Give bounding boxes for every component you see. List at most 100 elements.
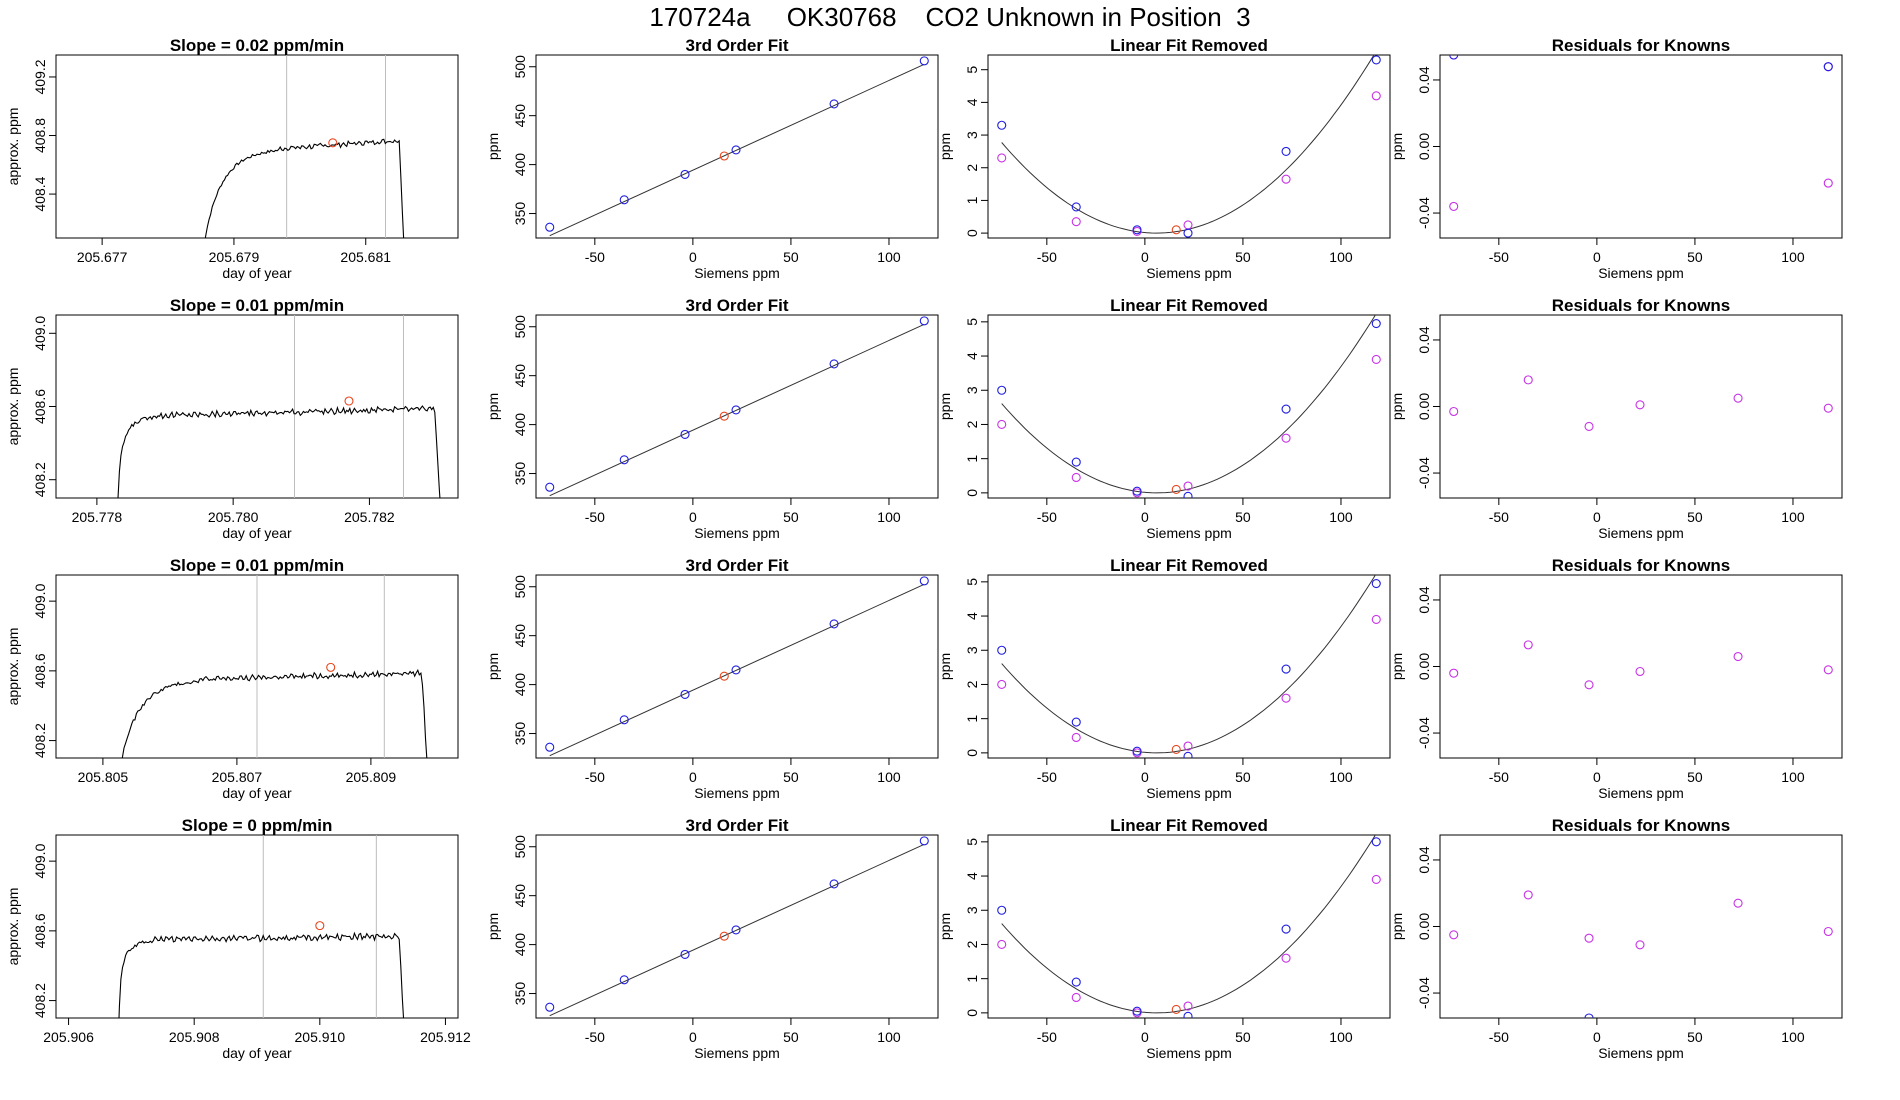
known-point <box>1071 717 1081 727</box>
known-point <box>545 482 555 492</box>
known-point <box>1183 491 1193 498</box>
y-tick-label: 3 <box>964 386 980 394</box>
x-tick-label: 100 <box>1781 509 1805 525</box>
plot-area <box>1449 375 1833 432</box>
y-tick-label: 408.2 <box>32 983 48 1018</box>
fit-curve <box>1001 575 1376 754</box>
panel-2-1: Slope = 0.01 ppm/min 205.778 205.780 205.78… <box>5 296 459 541</box>
residual-point <box>1584 933 1594 943</box>
residual-point <box>1449 406 1459 417</box>
panel-2-4: Residuals for Knowns -50 0 50 100 -0.04 0.00 0.… <box>1389 296 1843 541</box>
known-residual-point <box>1183 1001 1193 1011</box>
x-axis-label: Siemens ppm <box>1146 265 1232 281</box>
unknown-marker <box>328 138 338 148</box>
plot-frame <box>1439 54 1843 239</box>
y-tick-label: 408.2 <box>32 462 48 497</box>
x-tick-label: 205.906 <box>43 1029 94 1045</box>
plot-frame <box>535 574 939 759</box>
residual-point <box>1823 178 1833 188</box>
panel-title: 3rd Order Fit <box>686 296 789 315</box>
y-tick-label: 1 <box>964 196 980 204</box>
y-axis-label: ppm <box>937 393 953 420</box>
y-axis-label: ppm <box>937 653 953 680</box>
plot-area <box>997 835 1381 1018</box>
unknown-point <box>1171 1004 1181 1014</box>
x-tick-label: 0 <box>689 1029 697 1045</box>
x-tick-label: 100 <box>877 769 901 785</box>
x-tick-label: -50 <box>1489 509 1509 525</box>
known-point <box>731 405 741 415</box>
x-tick-label: -50 <box>1489 1029 1509 1045</box>
residual-point <box>1523 640 1533 650</box>
known-point <box>1132 486 1142 496</box>
y-tick-label: 409.0 <box>32 316 48 351</box>
fit-line <box>549 843 925 1017</box>
plot-frame <box>55 54 459 239</box>
known-point <box>619 975 629 985</box>
x-tick-label: 205.912 <box>420 1029 471 1045</box>
y-tick-label: 0 <box>964 489 980 497</box>
y-tick-label: 400 <box>512 933 528 957</box>
x-tick-label: 205.677 <box>77 249 128 265</box>
y-tick-label: 2 <box>964 940 980 948</box>
panel-1-4: Residuals for Knowns -50 0 50 100 -0.04 0.00 0.… <box>1389 36 1843 281</box>
known-point <box>829 619 839 629</box>
y-axis-label: approx. ppm <box>5 628 21 706</box>
residual-point <box>1635 666 1645 677</box>
y-axis-label: approx. ppm <box>5 888 21 966</box>
panel-title: Slope = 0.02 ppm/min <box>170 36 344 55</box>
y-tick-label: 450 <box>512 624 528 648</box>
plot-area <box>545 316 929 497</box>
x-tick-label: 100 <box>1329 1029 1353 1045</box>
known-residual-point <box>1183 481 1193 491</box>
known-point <box>1281 404 1291 414</box>
residual-point <box>1449 668 1459 678</box>
x-axis-label: Siemens ppm <box>694 265 780 281</box>
known-point <box>1071 977 1081 987</box>
panel-4-4: Residuals for Knowns -50 0 50 100 -0.04 0.00 0.… <box>1389 816 1843 1061</box>
y-tick-label: 450 <box>512 884 528 908</box>
y-tick-label: 0.00 <box>1416 393 1432 420</box>
x-tick-label: 50 <box>783 509 799 525</box>
plot-frame <box>1439 314 1843 499</box>
y-axis-label: ppm <box>1389 393 1405 420</box>
y-axis-label: ppm <box>485 393 501 420</box>
y-axis-label: ppm <box>1389 653 1405 680</box>
known-point <box>731 145 741 155</box>
panel-title: 3rd Order Fit <box>686 816 789 835</box>
y-tick-label: 408.6 <box>32 913 48 948</box>
y-tick-label: 2 <box>964 680 980 688</box>
x-tick-label: 50 <box>1687 1029 1703 1045</box>
known-point <box>680 949 690 959</box>
unknown-marker <box>326 662 336 672</box>
x-axis-label: Siemens ppm <box>694 1045 780 1061</box>
x-tick-label: 50 <box>1235 509 1251 525</box>
x-tick-label: 50 <box>783 249 799 265</box>
y-axis-label: ppm <box>1389 133 1405 160</box>
x-axis-label: day of year <box>222 1045 292 1061</box>
x-tick-label: 50 <box>1235 249 1251 265</box>
x-axis-label: day of year <box>222 265 292 281</box>
panel-4-2: 3rd Order Fit -50 0 50 100 350 400 450 500 Siemen… <box>485 816 939 1061</box>
x-tick-label: 100 <box>1329 509 1353 525</box>
x-axis-label: Siemens ppm <box>1146 525 1232 541</box>
known-point <box>919 56 929 66</box>
x-tick-label: 50 <box>1687 509 1703 525</box>
y-tick-label: 350 <box>512 722 528 746</box>
residual-point-blue <box>1584 1013 1594 1018</box>
known-point <box>731 665 741 675</box>
known-point <box>1281 664 1291 674</box>
x-axis-label: Siemens ppm <box>1598 265 1684 281</box>
panel-title: Linear Fit Removed <box>1110 296 1268 315</box>
panel-2-3: Linear Fit Removed -50 0 50 100 0 1 2 3 4 5 Siemens… <box>937 296 1391 541</box>
x-tick-label: 0 <box>1141 249 1149 265</box>
y-tick-label: 400 <box>512 153 528 177</box>
plot-frame <box>987 574 1391 759</box>
known-residual-point <box>1183 741 1193 751</box>
y-tick-label: 500 <box>512 575 528 599</box>
y-tick-label: 1 <box>964 975 980 983</box>
plot-area <box>117 315 441 498</box>
x-tick-label: 0 <box>1141 769 1149 785</box>
panel-title: Linear Fit Removed <box>1110 816 1268 835</box>
known-residual-point <box>1281 174 1291 184</box>
